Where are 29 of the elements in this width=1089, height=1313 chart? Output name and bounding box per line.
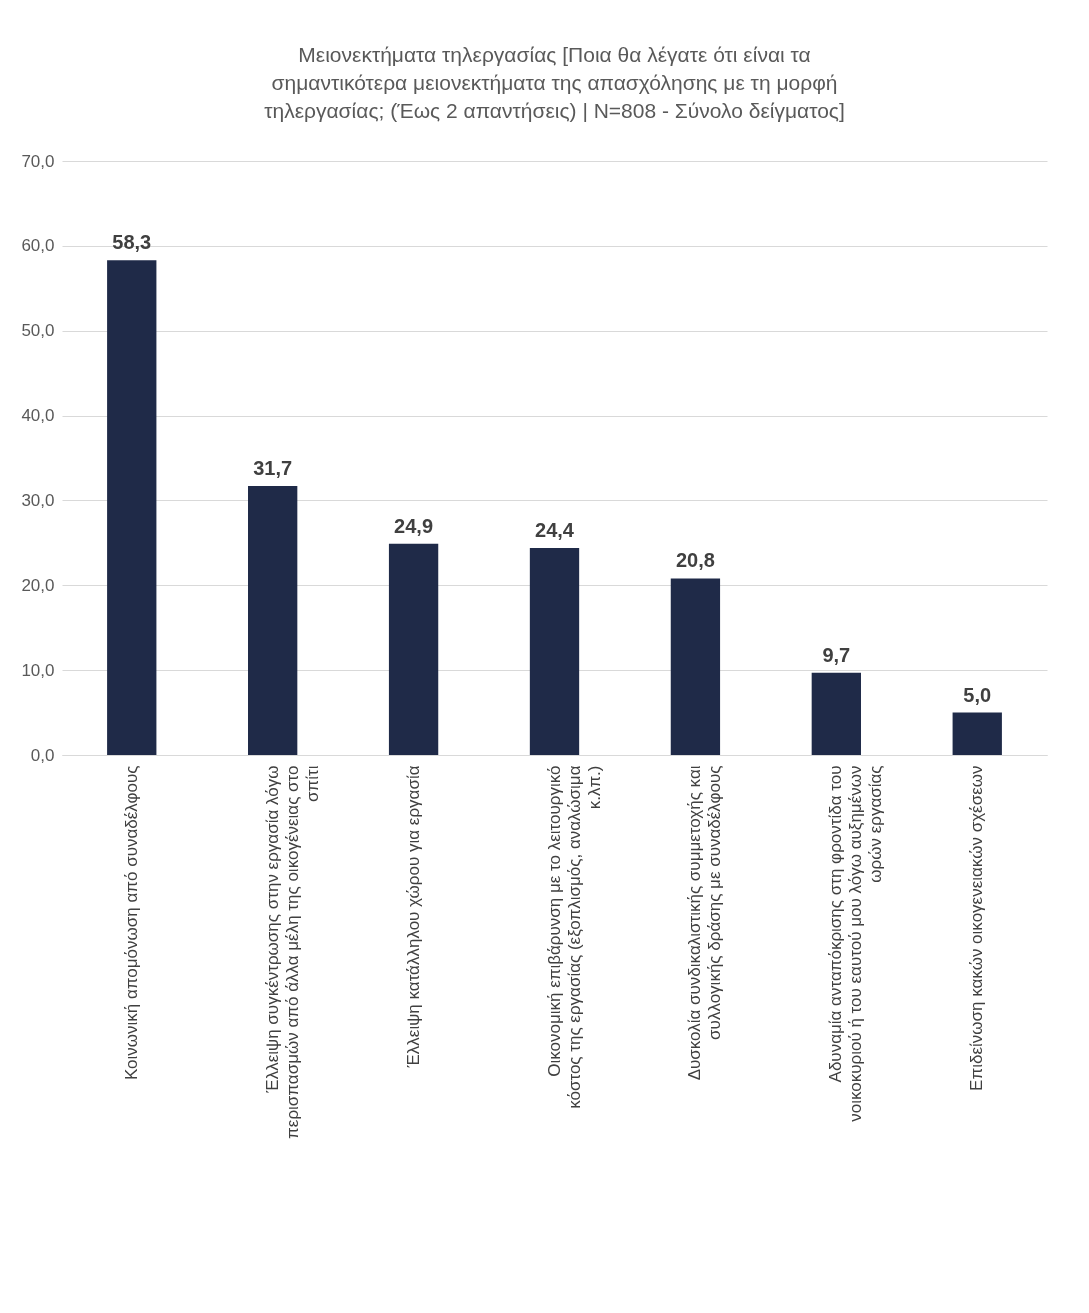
bar [388, 543, 439, 755]
x-tick-label: Έλλειψη κατάλληλου χώρου για εργασία [403, 765, 423, 1069]
bar [248, 486, 298, 755]
data-label: 9,7 [822, 643, 851, 666]
y-tick-label: 50,0 [21, 321, 55, 341]
data-label: 24,9 [394, 514, 434, 537]
x-tick-label: Επιδείνωση κακών οικογενειακών σχέσεων [967, 765, 987, 1091]
x-tick-label: Κοινωνική απομόνωση από συναδέλφους [121, 765, 141, 1081]
y-tick-label: 60,0 [21, 236, 55, 256]
x-tick-label: Οικονομική επιβάρυνση με το λειτουργικό κόστος της εργασίας (εξοπλισμός, αναλώσιμα κ.λπ.) [544, 765, 604, 1109]
x-tick-label: Έλλειψη συγκέντρωσης στην εργασία λόγω περισπασμών από άλλα μέλη της οικογένειας στο σπίτι [262, 765, 322, 1139]
y-tick-label: 30,0 [21, 490, 55, 510]
chart-title: Μειονεκτήματα τηλεργασίας [Ποια θα λέγατε ότι είναι τα σημαντικότερα μειονεκτήματα της απασχόλησης με τη μορφή τηλεργασίας; (Έως 2 απαντήσεις) | N=808 - Σύνολο δείγματος] [264, 43, 845, 122]
x-tick-label: Αδυναμία ανταπόκρισης στη φροντίδα του νοικοκυριού ή του εαυτού μου λόγω αυξημένων ωρών εργασίας [826, 765, 886, 1122]
y-tick-label: 20,0 [21, 575, 55, 595]
y-tick-label: 40,0 [21, 406, 55, 426]
bar [107, 260, 157, 755]
data-label: 20,8 [675, 549, 715, 572]
y-tick-label: 70,0 [21, 151, 55, 171]
data-label: 58,3 [112, 231, 152, 254]
bar [670, 578, 721, 755]
data-label: 24,4 [535, 518, 575, 541]
y-tick-label: 0,0 [30, 745, 55, 765]
y-tick-label: 10,0 [21, 660, 55, 680]
data-label: 5,0 [963, 683, 992, 706]
data-label: 31,7 [253, 457, 293, 479]
bar [811, 672, 861, 755]
bar [952, 712, 1002, 755]
bar [529, 547, 580, 755]
